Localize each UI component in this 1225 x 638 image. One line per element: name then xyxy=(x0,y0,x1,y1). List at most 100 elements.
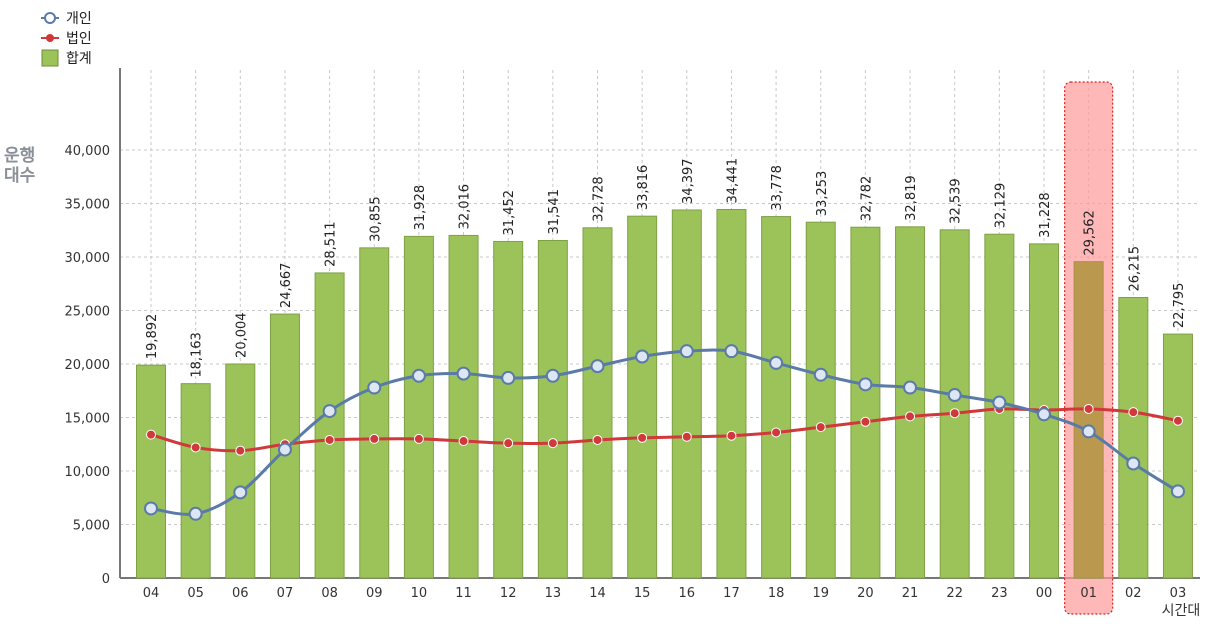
legend-label-gaein: 개인 xyxy=(66,11,92,27)
x-tick-label: 10 xyxy=(411,586,428,601)
bar-value-label: 26,215 xyxy=(1127,246,1142,292)
bar xyxy=(448,234,479,579)
y-tick-label: 25,000 xyxy=(65,305,111,320)
bar xyxy=(582,227,613,579)
line-point xyxy=(1083,403,1094,414)
x-tick-label: 16 xyxy=(679,586,696,601)
bar-value-label: 33,778 xyxy=(770,165,785,211)
bar-value-label: 29,562 xyxy=(1083,210,1098,256)
line-point xyxy=(1081,424,1096,439)
line-point xyxy=(947,388,962,403)
line-point xyxy=(1126,456,1141,471)
x-tick-label: 18 xyxy=(768,586,785,601)
y-tick-label: 5,000 xyxy=(73,519,110,534)
x-tick-label: 11 xyxy=(455,586,472,601)
bar-value-label: 24,667 xyxy=(279,263,294,309)
line-point xyxy=(590,359,605,374)
bar xyxy=(805,221,836,579)
x-tick-label: 12 xyxy=(500,586,517,601)
bar xyxy=(225,363,256,579)
x-tick-label: 15 xyxy=(634,586,651,601)
x-tick-label: 00 xyxy=(1036,586,1053,601)
bar-value-label: 32,539 xyxy=(949,178,964,224)
x-tick-label: 20 xyxy=(857,586,874,601)
x-tick-label: 14 xyxy=(589,586,606,601)
x-tick-label: 01 xyxy=(1080,586,1097,601)
line-point xyxy=(813,367,828,382)
legend-item-beobin: 법인 xyxy=(40,28,92,48)
y-tick-label: 40,000 xyxy=(65,144,111,159)
line-point xyxy=(905,411,916,422)
line-point xyxy=(503,438,514,449)
x-tick-label: 13 xyxy=(545,586,562,601)
line-circle-icon xyxy=(41,12,59,24)
bar-value-label: 31,541 xyxy=(547,189,562,235)
bar-value-label: 30,855 xyxy=(368,196,383,242)
bar xyxy=(716,208,747,579)
x-tick-label: 21 xyxy=(902,586,919,601)
bar-swatch-icon xyxy=(41,49,59,67)
line-dot-icon xyxy=(41,34,59,42)
line-point xyxy=(1172,415,1183,426)
bar xyxy=(403,235,434,579)
x-tick-label: 08 xyxy=(321,586,338,601)
line-point xyxy=(637,432,648,443)
y-tick-label: 35,000 xyxy=(65,198,111,213)
x-tick-label: 23 xyxy=(991,586,1008,601)
x-tick-label: 19 xyxy=(812,586,829,601)
x-tick-label: 07 xyxy=(277,586,294,601)
y-tick-label: 15,000 xyxy=(65,412,111,427)
y-tick-label: 0 xyxy=(102,572,110,587)
y-axis-label-line1: 운행 xyxy=(4,146,36,166)
line-point xyxy=(411,368,426,383)
bar-value-label: 20,004 xyxy=(234,312,249,358)
bar xyxy=(939,229,970,579)
bar xyxy=(136,364,166,579)
x-tick-label: 22 xyxy=(946,586,963,601)
line-point xyxy=(369,433,380,444)
series-line xyxy=(150,348,1179,516)
line-point xyxy=(858,377,873,392)
line-point xyxy=(144,501,158,516)
x-tick-label: 09 xyxy=(366,586,383,601)
bar-value-label: 33,253 xyxy=(815,171,830,217)
bar xyxy=(671,209,702,579)
line-point xyxy=(547,438,558,449)
bar xyxy=(180,383,211,579)
line-point xyxy=(726,430,737,441)
bar xyxy=(1162,333,1193,579)
x-tick-label: 02 xyxy=(1125,586,1142,601)
x-tick-label: 06 xyxy=(232,586,249,601)
bar-highlight-overlay xyxy=(1074,261,1104,578)
bar-value-label: 34,397 xyxy=(681,158,696,204)
line-point xyxy=(679,344,694,359)
bar-value-label: 31,228 xyxy=(1038,192,1053,238)
line-point xyxy=(233,485,248,500)
line-point xyxy=(771,427,782,438)
line-point xyxy=(322,404,337,419)
bar xyxy=(493,240,524,579)
line-point xyxy=(413,433,424,444)
bar-value-label: 31,928 xyxy=(413,185,428,231)
line-point xyxy=(324,434,335,445)
line-point xyxy=(277,442,292,457)
y-tick-label: 20,000 xyxy=(65,358,111,373)
y-axis-label: 운행 대수 xyxy=(4,146,35,186)
line-point xyxy=(592,434,603,445)
bar-value-label: 32,129 xyxy=(993,183,1008,229)
line-point xyxy=(1128,407,1139,418)
bar-value-label: 33,816 xyxy=(636,165,651,211)
y-tick-label: 10,000 xyxy=(65,465,111,480)
x-tick-label: 03 xyxy=(1170,586,1187,601)
bar xyxy=(895,226,926,579)
bar-value-label: 34,441 xyxy=(725,158,740,204)
line-point xyxy=(949,408,960,419)
line-point xyxy=(724,344,739,359)
line-point xyxy=(769,355,784,370)
line-point xyxy=(367,380,382,395)
y-tick-label: 30,000 xyxy=(65,251,111,266)
bar xyxy=(359,247,390,579)
bar xyxy=(314,272,345,579)
line-point xyxy=(190,442,201,453)
